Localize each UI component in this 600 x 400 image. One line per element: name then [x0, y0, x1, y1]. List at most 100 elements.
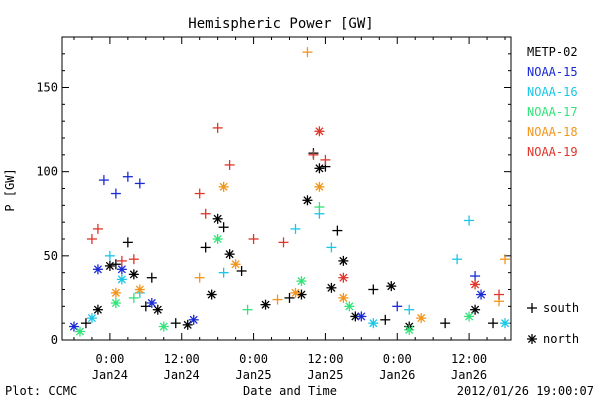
- south-point: [212, 122, 223, 133]
- south-point: [488, 318, 499, 329]
- north-point: [416, 313, 427, 324]
- north-marker-symbol: [527, 334, 537, 344]
- x-tick-time-label: 0:00: [95, 352, 124, 366]
- north-point: [338, 272, 349, 283]
- north-point: [356, 311, 367, 322]
- north-point: [338, 292, 349, 303]
- north-point: [152, 304, 163, 315]
- south-point: [332, 225, 343, 236]
- north-point: [224, 249, 235, 260]
- south-point: [80, 318, 91, 329]
- y-tick-label: 0: [51, 333, 58, 347]
- x-axis: 0:00 Jan24 12:00 Jan24 0:00 Jan25 12:00 Jan25 0:…: [73, 37, 506, 382]
- marker-legend: south north: [527, 301, 579, 346]
- north-point: [74, 326, 85, 337]
- north-point: [476, 289, 487, 300]
- south-point: [134, 178, 145, 189]
- north-point: [182, 319, 193, 330]
- x-tick-date-label: Jan26: [451, 368, 487, 382]
- x-tick-time-label: 12:00: [451, 352, 487, 366]
- south-marker-symbol: [527, 303, 537, 313]
- north-point: [104, 260, 115, 271]
- south-point: [218, 222, 229, 233]
- south-marker-label: south: [543, 301, 579, 315]
- plot-timestamp: 2012/01/26 19:00:07: [457, 384, 594, 398]
- north-point: [470, 279, 481, 290]
- south-point: [320, 154, 331, 165]
- x-tick-time-label: 0:00: [383, 352, 412, 366]
- north-point: [314, 181, 325, 192]
- north-point: [470, 304, 481, 315]
- north-point: [212, 234, 223, 244]
- north-point: [68, 321, 79, 332]
- south-point: [470, 271, 481, 282]
- north-point: [404, 324, 415, 335]
- north-point: [386, 281, 397, 292]
- chart-title: Hemispheric Power [GW]: [188, 16, 373, 32]
- north-point: [134, 284, 145, 295]
- north-point: [296, 289, 307, 300]
- south-point: [500, 254, 511, 265]
- x-tick-time-label: 12:00: [164, 352, 200, 366]
- north-point: [314, 126, 325, 137]
- south-point: [242, 304, 253, 315]
- legend-entry: METP-02: [527, 45, 578, 59]
- data-points: [68, 47, 511, 337]
- south-point: [248, 234, 259, 244]
- north-point: [302, 195, 313, 206]
- north-point: [146, 297, 157, 308]
- south-point: [110, 259, 121, 270]
- south-point: [92, 223, 103, 234]
- north-point: [92, 304, 103, 315]
- south-point: [314, 202, 325, 213]
- y-tick-label: 100: [36, 165, 58, 179]
- north-point: [344, 301, 355, 312]
- north-point: [92, 264, 103, 275]
- south-point: [128, 254, 139, 265]
- x-axis-label: Date and Time: [243, 384, 337, 398]
- legend-entry: NOAA-15: [527, 65, 578, 79]
- south-point: [302, 47, 313, 58]
- north-point: [464, 311, 475, 322]
- north-point: [218, 181, 229, 192]
- south-point: [200, 208, 211, 219]
- south-point: [368, 284, 379, 295]
- south-point: [98, 175, 109, 186]
- south-point: [464, 215, 475, 226]
- north-point: [128, 269, 139, 280]
- south-point: [86, 234, 97, 244]
- south-point: [116, 255, 127, 266]
- north-marker-label: north: [543, 332, 579, 346]
- south-point: [200, 242, 211, 253]
- north-point: [290, 287, 301, 298]
- north-point: [212, 213, 223, 224]
- north-point: [188, 314, 199, 325]
- south-point: [284, 292, 295, 303]
- south-point: [380, 314, 391, 325]
- south-point: [128, 292, 139, 303]
- north-point: [230, 259, 241, 270]
- plot-credit: Plot: CCMC: [5, 384, 77, 398]
- legend-entry: NOAA-17: [527, 105, 578, 119]
- north-point: [296, 276, 307, 287]
- legend-entry: NOAA-16: [527, 85, 578, 99]
- legend-entry: NOAA-18: [527, 125, 578, 139]
- south-point: [146, 272, 157, 283]
- south-point: [404, 304, 415, 315]
- south-point: [194, 188, 205, 199]
- south-point: [170, 318, 181, 329]
- south-point: [122, 171, 133, 182]
- north-point: [206, 289, 217, 300]
- x-tick-date-label: Jan26: [379, 368, 415, 382]
- x-tick-date-label: Jan24: [92, 368, 128, 382]
- north-point: [326, 282, 337, 293]
- south-point: [218, 267, 229, 278]
- south-point: [494, 289, 505, 300]
- north-point: [116, 264, 127, 275]
- south-point: [272, 294, 283, 305]
- north-point: [110, 297, 121, 308]
- x-tick-date-label: Jan25: [307, 368, 343, 382]
- south-point: [326, 242, 337, 253]
- north-point: [368, 318, 379, 329]
